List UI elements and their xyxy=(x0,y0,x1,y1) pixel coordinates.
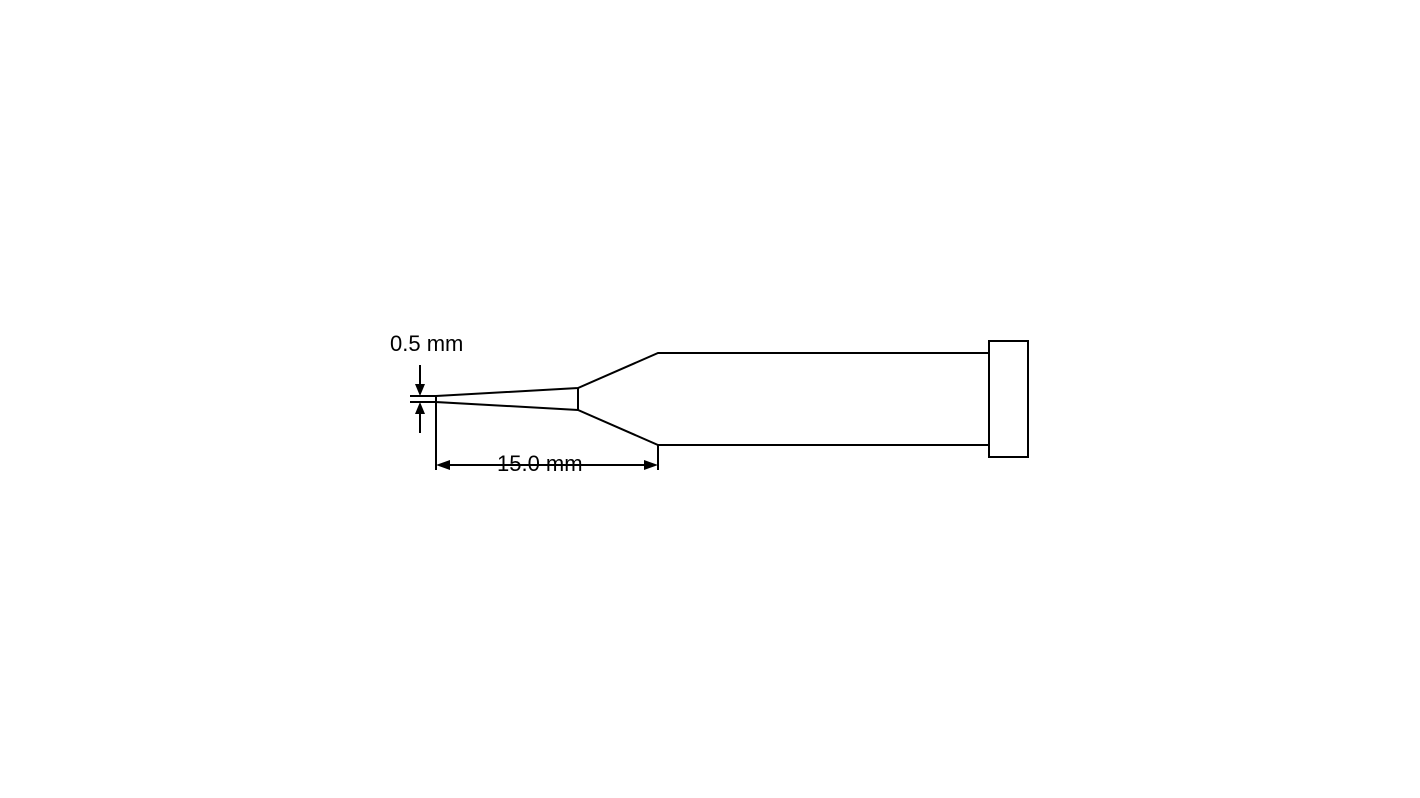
tip-outline xyxy=(436,341,1028,457)
dimension-tip-diameter-label: 0.5 mm xyxy=(390,331,463,356)
technical-drawing-svg: 0.5 mm 15.0 mm xyxy=(0,0,1420,798)
dimension-tip-length-label: 15.0 mm xyxy=(497,451,583,476)
dimension-tip-length: 15.0 mm xyxy=(436,402,658,476)
dimension-tip-diameter: 0.5 mm xyxy=(390,331,463,433)
